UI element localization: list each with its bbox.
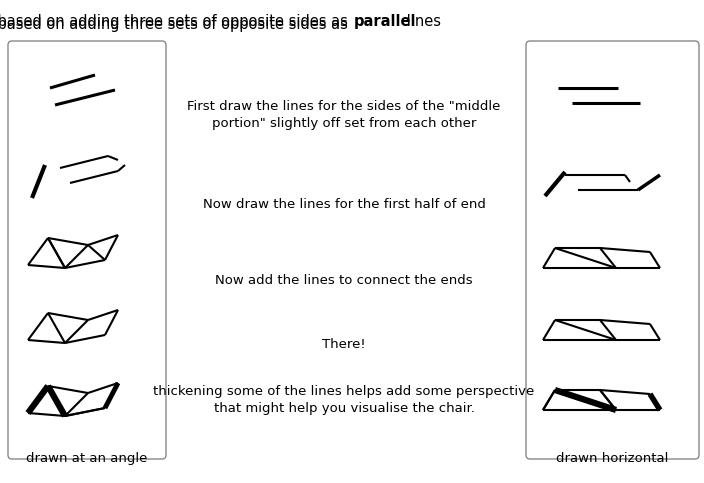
Text: First draw the lines for the sides of the "middle
portion" slightly off set from: First draw the lines for the sides of th…: [187, 100, 501, 130]
Text: thickening some of the lines helps add some perspective
that might help you visu: thickening some of the lines helps add s…: [153, 385, 534, 415]
FancyBboxPatch shape: [526, 41, 699, 459]
FancyBboxPatch shape: [8, 41, 166, 459]
Text: Now draw the lines for the first half of end: Now draw the lines for the first half of…: [203, 199, 486, 212]
Text: The chair can be drawn based on adding three sets of opposite sides as: The chair can be drawn based on adding t…: [0, 14, 352, 29]
Text: There!: There!: [322, 339, 366, 352]
Text: drawn at an angle: drawn at an angle: [26, 452, 148, 465]
Text: Now add the lines to connect the ends: Now add the lines to connect the ends: [215, 273, 473, 286]
Text: drawn horizontal: drawn horizontal: [556, 452, 669, 465]
Text: The chair can be drawn based on adding three sets of opposite sides as: The chair can be drawn based on adding t…: [0, 17, 352, 32]
Text: lines: lines: [402, 14, 441, 29]
Text: parallel: parallel: [354, 14, 417, 29]
